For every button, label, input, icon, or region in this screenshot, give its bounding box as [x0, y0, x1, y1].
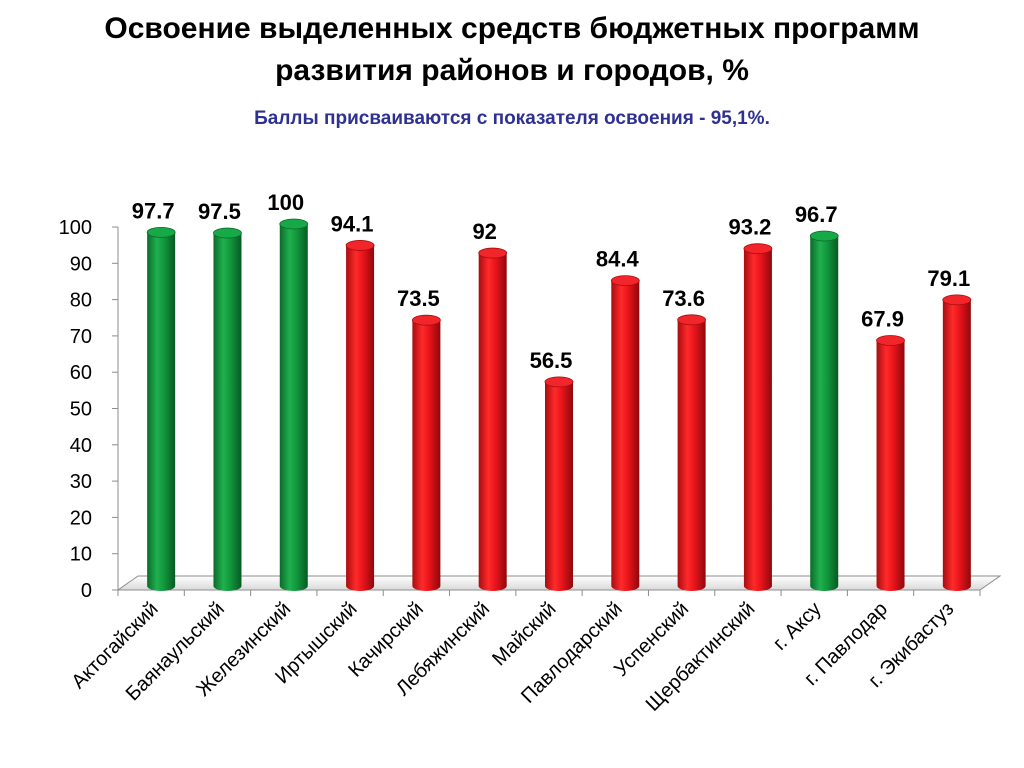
data-label: 73.5	[397, 286, 440, 311]
bar-body	[346, 245, 375, 592]
bar-cap	[610, 275, 640, 287]
chart-title: Освоение выделенных средств бюджетных пр…	[0, 8, 1024, 92]
bar	[677, 314, 707, 591]
chart-title-line-1: Освоение выделенных средств бюджетных пр…	[104, 12, 920, 45]
bar	[876, 335, 905, 591]
bar	[544, 376, 574, 591]
bar-body	[677, 319, 706, 591]
bar-body	[942, 299, 971, 591]
bar-body	[147, 232, 176, 591]
chart-title-line-2: развития районов и городов, %	[275, 54, 749, 87]
bar	[411, 314, 441, 591]
bar-cap	[279, 218, 309, 230]
bar-cap	[544, 376, 574, 388]
bar	[809, 230, 839, 591]
data-label: 79.1	[927, 266, 970, 291]
bar-body	[545, 381, 573, 591]
bar-cap	[942, 294, 972, 306]
bar-body	[810, 235, 839, 591]
bar-cap	[743, 243, 773, 255]
data-label: 73.6	[662, 286, 705, 311]
bar	[213, 227, 242, 591]
bar-body	[412, 320, 441, 591]
bar-body	[876, 340, 905, 591]
bar-cap	[345, 240, 375, 251]
data-label: 96.7	[795, 202, 838, 227]
bar-cap	[478, 247, 508, 259]
bar	[279, 218, 309, 591]
bar-body	[213, 233, 242, 591]
bar	[942, 294, 972, 591]
bar-cap	[411, 314, 441, 326]
data-label: 84.4	[596, 247, 640, 272]
bar-body	[279, 224, 308, 591]
bar	[610, 275, 640, 591]
bar-body	[478, 253, 507, 592]
y-tick-label: 100	[59, 217, 92, 239]
y-tick-label: 0	[81, 580, 92, 602]
y-tick-label: 10	[70, 544, 92, 566]
bar	[345, 240, 375, 592]
x-tick-label: г. Аксу	[769, 598, 826, 655]
data-label: 100	[267, 190, 304, 215]
data-label: 67.9	[861, 307, 904, 332]
y-tick-label: 20	[70, 507, 92, 529]
y-tick-label: 60	[70, 362, 92, 384]
y-tick-label: 50	[70, 399, 92, 421]
data-label: 93.2	[729, 215, 772, 240]
bar-cap	[677, 314, 707, 326]
y-tick-label: 80	[70, 290, 92, 312]
y-tick-label: 90	[70, 253, 92, 275]
y-tick-label: 40	[70, 435, 92, 457]
bar	[478, 247, 508, 592]
bar-cap	[809, 230, 839, 242]
bar-cap	[876, 335, 905, 346]
bar-cap	[213, 227, 242, 239]
data-label: 97.7	[132, 198, 175, 223]
y-tick-label: 30	[70, 471, 92, 493]
bar	[146, 226, 176, 591]
y-tick-label: 70	[70, 326, 92, 348]
data-label: 97.5	[198, 199, 241, 224]
data-label: 92	[472, 219, 496, 244]
bar-body	[611, 280, 640, 591]
bar	[743, 243, 773, 591]
bar-cap	[146, 226, 176, 238]
data-label: 56.5	[530, 348, 573, 373]
chart-subtitle: Баллы присваиваются с показателя освоени…	[254, 108, 770, 129]
bar-body	[743, 248, 772, 591]
data-label: 94.1	[331, 211, 374, 236]
